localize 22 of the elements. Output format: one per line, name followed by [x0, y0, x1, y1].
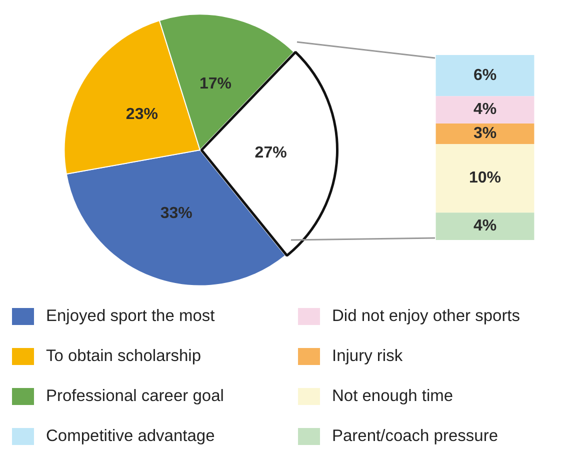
bar — [436, 124, 534, 144]
legend-label: Injury risk — [332, 346, 403, 366]
bar — [436, 212, 534, 240]
data-label: 17% — [199, 75, 232, 92]
legend-label: Did not enjoy other sports — [332, 306, 520, 326]
data-label: 27% — [254, 144, 287, 162]
legend-label: Not enough time — [332, 386, 454, 406]
bar — [436, 55, 534, 96]
data-label: 33% — [160, 205, 192, 222]
data-label: 10% — [468, 170, 502, 187]
legend-label: To obtain scholarship — [46, 346, 202, 366]
legend-label: Parent/coach pressure — [332, 426, 498, 446]
data-label: 3% — [473, 125, 497, 142]
bar — [436, 96, 534, 124]
data-label: 23% — [126, 106, 158, 124]
legend-label: Enjoyed sport the most — [46, 306, 215, 326]
data-label: 4% — [473, 218, 497, 235]
bar — [436, 144, 534, 213]
legend-label: Professional career goal — [46, 386, 224, 406]
data-label: 4% — [473, 101, 497, 118]
data-label: 6% — [473, 66, 497, 84]
legend-label: Competitive advantage — [46, 426, 215, 446]
